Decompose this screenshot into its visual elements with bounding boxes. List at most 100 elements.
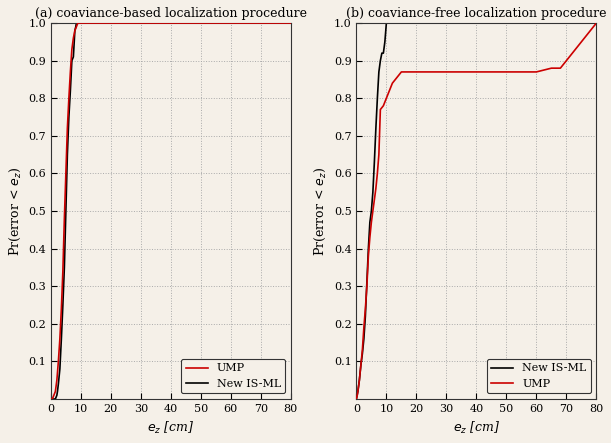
UMP [62,171,70,176]
UMP [56,336,64,342]
UMP [372,186,379,191]
UMP [557,66,564,71]
UMP [389,81,396,86]
UMP [368,220,375,225]
New IS-ML [57,336,65,342]
New IS-ML [379,51,387,56]
UMP [47,396,54,402]
Line: New IS-ML: New IS-ML [356,23,596,399]
New IS-ML [70,54,77,59]
New IS-ML [64,152,71,157]
UMP [379,103,387,109]
New IS-ML [287,20,295,26]
New IS-ML [52,396,59,402]
UMP [363,284,370,289]
UMP [357,362,365,368]
UMP [359,347,366,353]
UMP [57,306,65,311]
UMP [74,20,81,26]
UMP [362,306,369,311]
UMP [415,69,423,74]
New IS-ML [365,246,372,251]
New IS-ML [55,381,62,387]
UMP [70,35,77,41]
UMP [71,28,79,33]
UMP [360,325,368,330]
New IS-ML [377,58,384,63]
UMP [353,396,360,402]
UMP [593,20,600,26]
New IS-ML [56,366,64,372]
New IS-ML [49,396,56,402]
New IS-ML [62,208,70,214]
UMP [533,69,540,74]
X-axis label: $e_z$ [cm]: $e_z$ [cm] [453,420,500,435]
UMP [412,69,420,74]
Y-axis label: Pr(error < $e_z$): Pr(error < $e_z$) [313,167,328,256]
UMP [52,389,59,394]
UMP [547,66,555,71]
Legend: UMP, New IS-ML: UMP, New IS-ML [181,359,285,393]
New IS-ML [372,126,379,131]
UMP [587,28,594,33]
New IS-ML [384,20,392,26]
Title: (b) coaviance-free localization procedure: (b) coaviance-free localization procedur… [346,8,607,20]
UMP [578,39,585,44]
Line: UMP: UMP [51,23,291,399]
Line: UMP: UMP [356,23,596,399]
New IS-ML [73,20,80,26]
UMP [55,359,62,364]
UMP [398,69,405,74]
New IS-ML [360,336,368,342]
UMP [354,389,362,394]
New IS-ML [67,88,74,93]
New IS-ML [76,20,83,26]
Legend: New IS-ML, UMP: New IS-ML, UMP [486,359,591,393]
New IS-ML [354,389,362,394]
Y-axis label: Pr(error < $e_z$): Pr(error < $e_z$) [7,167,23,256]
UMP [366,235,373,240]
New IS-ML [363,280,370,285]
UMP [371,197,378,202]
UMP [68,47,76,52]
Title: (a) coaviance-based localization procedure: (a) coaviance-based localization procedu… [35,8,307,20]
Line: New IS-ML: New IS-ML [51,23,291,399]
UMP [473,69,480,74]
UMP [365,253,372,259]
New IS-ML [77,20,84,26]
New IS-ML [382,20,390,26]
New IS-ML [374,96,381,101]
New IS-ML [356,377,363,383]
UMP [356,377,363,383]
UMP [374,171,381,176]
New IS-ML [54,389,61,394]
New IS-ML [375,69,382,74]
New IS-ML [378,51,386,56]
UMP [382,96,390,101]
New IS-ML [353,396,360,402]
UMP [287,20,295,26]
UMP [569,51,576,56]
New IS-ML [71,28,79,33]
New IS-ML [74,20,81,26]
UMP [354,392,361,398]
UMP [49,396,56,402]
New IS-ML [60,265,68,270]
New IS-ML [65,114,73,120]
UMP [64,126,71,131]
New IS-ML [368,208,375,214]
New IS-ML [357,362,365,368]
New IS-ML [68,58,76,63]
UMP [73,24,80,30]
UMP [375,152,382,157]
New IS-ML [50,396,57,402]
UMP [563,58,570,63]
New IS-ML [386,20,393,26]
UMP [65,96,73,101]
UMP [67,69,74,74]
New IS-ML [59,302,67,307]
X-axis label: $e_z$ [cm]: $e_z$ [cm] [147,420,194,435]
New IS-ML [369,190,376,195]
New IS-ML [72,24,79,30]
New IS-ML [53,392,60,398]
